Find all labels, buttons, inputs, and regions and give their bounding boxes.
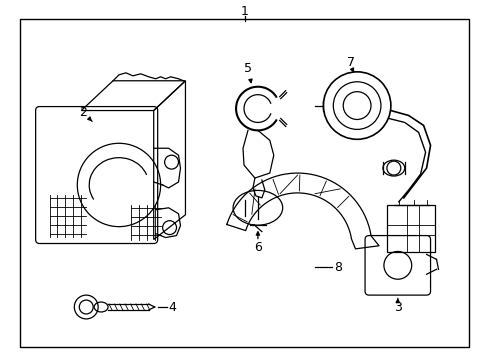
Text: 2: 2 <box>79 106 87 119</box>
Text: 3: 3 <box>393 301 401 314</box>
Text: 6: 6 <box>253 241 261 254</box>
Text: 1: 1 <box>241 5 248 18</box>
Text: 5: 5 <box>244 62 251 75</box>
Bar <box>386 205 434 252</box>
Text: 7: 7 <box>346 57 354 69</box>
Text: 4: 4 <box>168 301 176 314</box>
Text: 8: 8 <box>334 261 342 274</box>
